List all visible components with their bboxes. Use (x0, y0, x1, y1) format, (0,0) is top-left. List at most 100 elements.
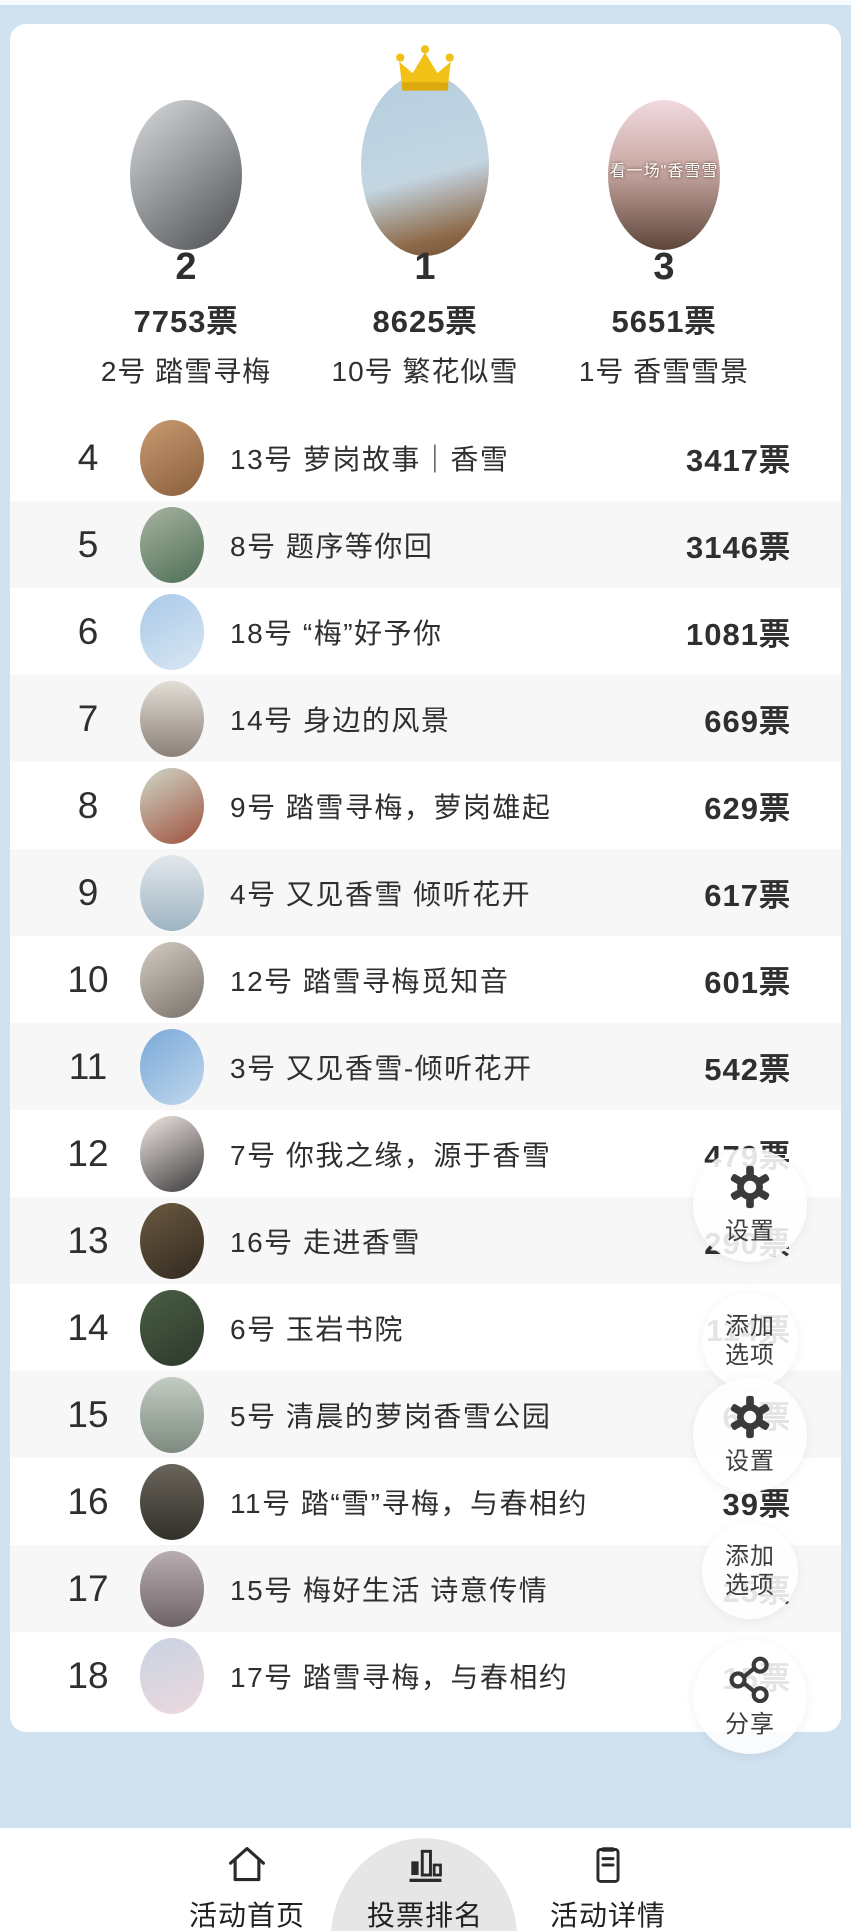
row-rank: 12 (67, 1132, 109, 1174)
rank-list: 4 13号 萝岗故事｜香雪 3417票 5 8号 题序等你回 3146票 6 1… (10, 414, 841, 1719)
bottom-nav: 活动首页 投票排名 活动详情 (0, 1828, 851, 1931)
row-rank: 15 (67, 1393, 109, 1435)
podium-third-rank: 3 (653, 246, 675, 288)
gear-icon (727, 1164, 773, 1215)
entry-title: 13号 萝岗故事｜香雪 (230, 443, 510, 475)
podium-third-name: 1号 香雪雪景 (578, 356, 750, 387)
entry-avatar (140, 941, 204, 1018)
podium-first-rank: 1 (414, 246, 436, 288)
row-rank: 7 (77, 697, 99, 739)
entry-votes: 617票 (704, 878, 791, 913)
list-row[interactable]: 7 14号 身边的风景 669票 (10, 675, 841, 762)
entry-title: 5号 清晨的萝岗香雪公园 (230, 1400, 552, 1432)
row-rank: 17 (67, 1567, 109, 1609)
row-rank: 10 (67, 958, 109, 1000)
entry-avatar (140, 1202, 204, 1279)
podium-second-avatar[interactable] (130, 100, 242, 250)
settings-button[interactable]: 设置 (693, 1148, 807, 1262)
list-row[interactable]: 16 11号 踏“雪”寻梅，与春相约 39票 (10, 1458, 841, 1545)
ranking-card: 2 7753票 2号 踏雪寻梅 1 8625票 10号 繁花似雪 (10, 24, 841, 1732)
status-strip (0, 0, 851, 5)
podium-first-avatar[interactable] (361, 74, 489, 256)
entry-avatar (140, 1463, 204, 1540)
entry-avatar (140, 593, 204, 670)
entry-title: 9号 踏雪寻梅，萝岗雄起 (230, 791, 552, 823)
tab-activity-details[interactable]: 活动详情 (518, 1844, 698, 1931)
add-option-button[interactable]: 添加 选项 (702, 1293, 798, 1389)
home-icon (225, 1847, 269, 1890)
crown-icon (392, 42, 458, 105)
entry-title: 4号 又见香雪 倾听花开 (230, 878, 532, 910)
entry-avatar (140, 419, 204, 496)
tab-label: 活动首页 (188, 1900, 305, 1931)
list-row[interactable]: 6 18号 “梅”好予你 1081票 (10, 588, 841, 675)
tab-activity-home[interactable]: 活动首页 (157, 1844, 337, 1931)
entry-title: 12号 踏雪寻梅觅知音 (230, 965, 510, 997)
list-row[interactable]: 4 13号 萝岗故事｜香雪 3417票 (10, 414, 841, 501)
entry-title: 11号 踏“雪”寻梅，与春相约 (230, 1487, 588, 1519)
add-option-line1: 添加 (725, 1313, 775, 1340)
add-option-line2: 选项 (725, 1572, 775, 1599)
podium-second: 2 7753票 2号 踏雪寻梅 (56, 24, 316, 387)
entry-votes: 1081票 (686, 617, 791, 652)
add-option-line2: 选项 (725, 1342, 775, 1369)
entry-avatar (140, 1637, 204, 1714)
entry-title: 18号 “梅”好予你 (230, 617, 443, 649)
row-rank: 18 (67, 1654, 109, 1696)
entry-title: 16号 走进香雪 (230, 1226, 421, 1258)
entry-avatar (140, 1115, 204, 1192)
list-row[interactable]: 8 9号 踏雪寻梅，萝岗雄起 629票 (10, 762, 841, 849)
podium-first: 1 8625票 10号 繁花似雪 (295, 24, 555, 387)
entry-title: 8号 题序等你回 (230, 530, 434, 562)
list-row[interactable]: 10 12号 踏雪寻梅觅知音 601票 (10, 936, 841, 1023)
list-row[interactable]: 5 8号 题序等你回 3146票 (10, 501, 841, 588)
entry-title: 6号 玉岩书院 (230, 1313, 404, 1345)
row-rank: 5 (77, 523, 99, 565)
list-row[interactable]: 14 6号 玉岩书院 114票 (10, 1284, 841, 1371)
entry-avatar (140, 1289, 204, 1366)
entry-avatar (140, 506, 204, 583)
entry-votes: 3417票 (686, 443, 791, 478)
podium-second-rank: 2 (175, 246, 197, 288)
row-rank: 13 (67, 1219, 109, 1261)
entry-votes: 3146票 (686, 530, 791, 565)
share-icon (726, 1655, 774, 1708)
share-button[interactable]: 分享 (693, 1640, 807, 1754)
row-rank: 9 (77, 871, 99, 913)
podium-third-avatar[interactable]: 看一场"香雪雪 (608, 100, 720, 250)
bar-chart-icon (403, 1849, 447, 1890)
podium-first-votes: 8625票 (372, 304, 478, 339)
row-rank: 6 (77, 610, 99, 652)
entry-votes: 669票 (704, 704, 791, 739)
entry-title: 15号 梅好生活 诗意传情 (230, 1574, 549, 1606)
row-rank: 16 (67, 1480, 109, 1522)
list-row[interactable]: 9 4号 又见香雪 倾听花开 617票 (10, 849, 841, 936)
entry-avatar (140, 680, 204, 757)
entry-avatar (140, 854, 204, 931)
entry-votes: 629票 (704, 791, 791, 826)
entry-votes: 39票 (722, 1487, 791, 1522)
podium-second-votes: 7753票 (133, 304, 239, 339)
document-icon (586, 1847, 630, 1890)
entry-avatar (140, 1550, 204, 1627)
row-rank: 11 (68, 1045, 108, 1087)
podium-third-votes: 5651票 (611, 304, 717, 339)
settings-button[interactable]: 设置 (693, 1378, 807, 1492)
tab-vote-ranking[interactable]: 投票排名 (335, 1844, 515, 1931)
share-label: 分享 (725, 1711, 775, 1738)
podium-second-name: 2号 踏雪寻梅 (100, 356, 272, 387)
list-row[interactable]: 11 3号 又见香雪-倾听花开 542票 (10, 1023, 841, 1110)
entry-title: 17号 踏雪寻梅，与春相约 (230, 1661, 569, 1693)
add-option-button[interactable]: 添加 选项 (702, 1523, 798, 1619)
entry-title: 3号 又见香雪-倾听花开 (230, 1052, 533, 1084)
podium-first-name: 10号 繁花似雪 (331, 356, 519, 387)
entry-avatar (140, 1376, 204, 1453)
add-option-line1: 添加 (725, 1543, 775, 1570)
row-rank: 4 (77, 436, 99, 478)
entry-votes: 542票 (704, 1052, 791, 1087)
settings-label: 设置 (725, 1218, 775, 1245)
entry-title: 14号 身边的风景 (230, 704, 451, 736)
tab-label: 活动详情 (549, 1900, 666, 1931)
row-rank: 8 (77, 784, 99, 826)
entry-avatar (140, 1028, 204, 1105)
